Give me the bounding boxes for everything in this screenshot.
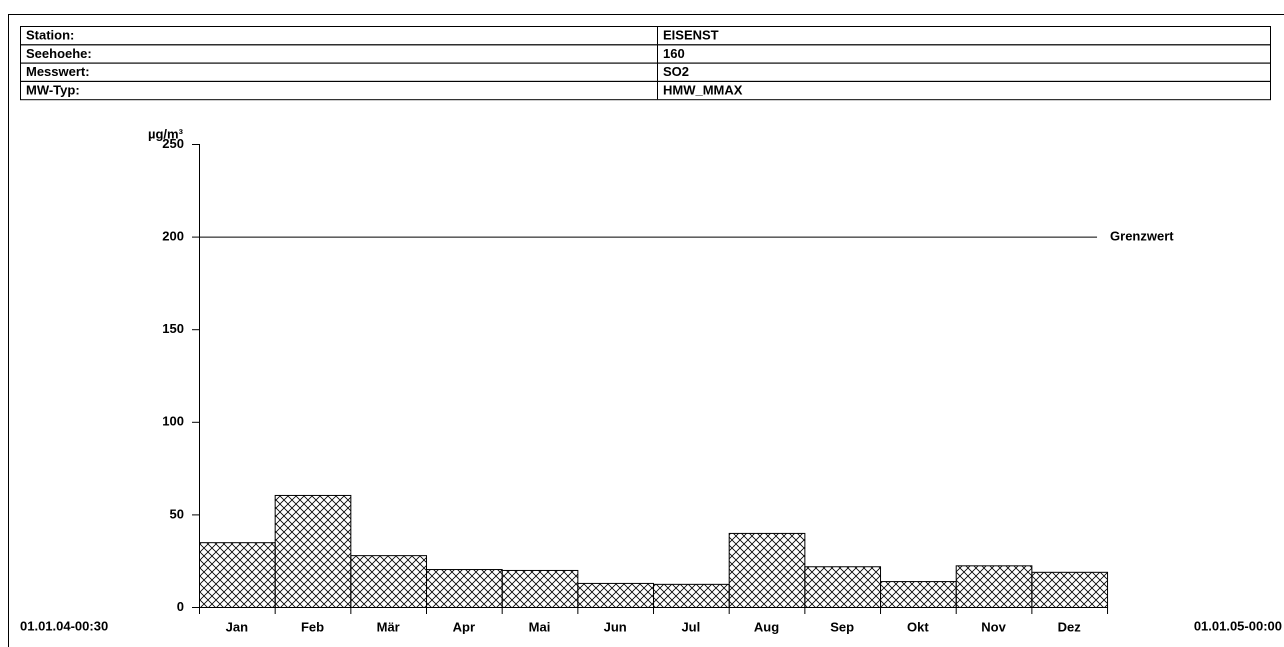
y-tick-label: 250 (162, 136, 184, 151)
bar (728, 532, 806, 608)
y-tick-label: 150 (162, 321, 184, 336)
bar (501, 569, 579, 609)
y-tick-label: 0 (177, 599, 184, 614)
bar (804, 566, 882, 608)
y-tick-label: 200 (162, 229, 184, 244)
x-tick-label: Okt (907, 619, 929, 634)
start-label: 01.01.04-00:30 (20, 618, 108, 633)
bar (199, 542, 276, 608)
table-row (20, 26, 1271, 46)
frame (8, 14, 1284, 647)
x-tick-label: Jun (604, 619, 627, 634)
y-axis-label: µg/m³ (148, 126, 184, 141)
bar (653, 583, 730, 608)
bar (426, 569, 503, 608)
bar (350, 555, 428, 608)
x-tick-label: Mär (377, 619, 400, 634)
table-key: Seehoehe: (26, 46, 92, 61)
table-value: SO2 (663, 64, 689, 79)
x-tick-label: Dez (1058, 619, 1082, 634)
table-value: HMW_MMAX (663, 82, 743, 97)
x-tick-label: Aug (754, 619, 779, 634)
x-tick-label: Nov (981, 619, 1006, 634)
table-value: EISENST (663, 28, 719, 43)
x-tick-label: Jul (681, 619, 700, 634)
bar (880, 581, 957, 609)
x-tick-label: Sep (830, 619, 854, 634)
x-tick-label: Apr (453, 619, 475, 634)
table-row (20, 80, 1271, 101)
x-tick-label: Feb (301, 619, 324, 634)
end-label: 01.01.05-00:00 (1194, 618, 1282, 633)
table-key: Messwert: (26, 64, 90, 79)
x-tick-label: Jan (226, 619, 248, 634)
bar (955, 565, 1033, 609)
table-row (20, 44, 1271, 64)
table-key: Station: (26, 28, 74, 43)
table-row (20, 62, 1271, 82)
x-tick-label: Mai (529, 619, 551, 634)
bar (274, 494, 352, 609)
table-key: MW-Typ: (26, 82, 80, 97)
bar (577, 582, 655, 609)
threshold-label: Grenzwert (1110, 229, 1174, 244)
y-tick-label: 50 (170, 506, 184, 521)
y-tick-label: 100 (162, 414, 184, 429)
table-value: 160 (663, 46, 685, 61)
bar (1031, 571, 1109, 609)
